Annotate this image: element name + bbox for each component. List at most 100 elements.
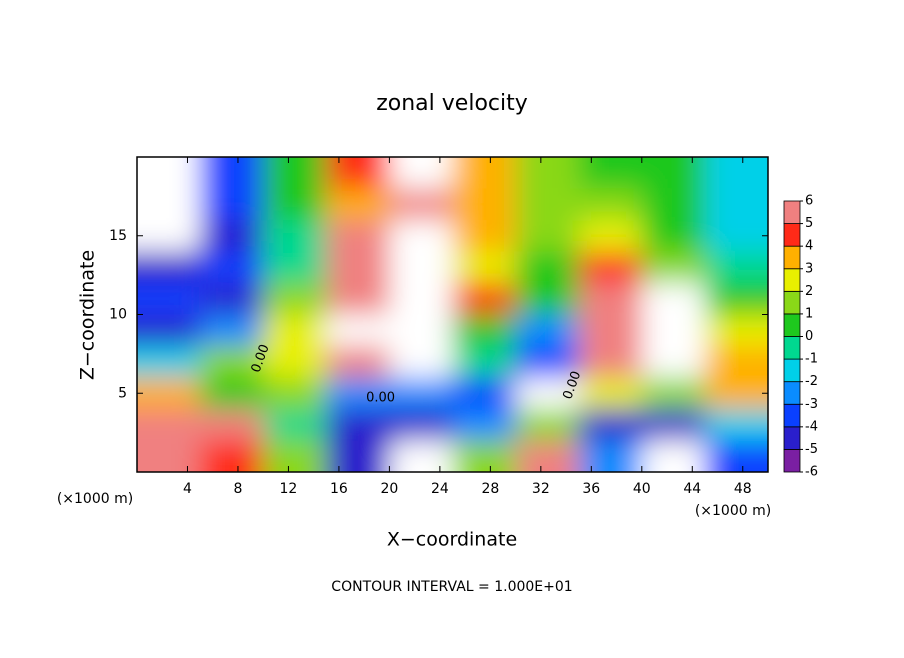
x-tick-label: 16 xyxy=(330,481,348,497)
x-tick-label: 44 xyxy=(683,481,701,497)
heatmap-cell xyxy=(263,251,327,283)
colorbar-swatch xyxy=(783,336,801,360)
heatmap-field xyxy=(137,157,768,472)
heatmap-cell xyxy=(263,314,327,346)
colorbar-tick-label: -5 xyxy=(805,442,818,457)
heatmap-cell xyxy=(515,377,579,409)
heatmap-cell xyxy=(137,283,201,315)
chart-title: zonal velocity xyxy=(376,91,528,116)
heatmap-cell xyxy=(704,314,768,346)
heatmap-cell xyxy=(704,440,768,472)
y-tick-label: 5 xyxy=(118,385,127,401)
heatmap-cell xyxy=(515,409,579,441)
x-unit-label: (×1000 m) xyxy=(57,491,133,507)
heatmap-cell xyxy=(452,157,516,189)
heatmap-cell xyxy=(641,346,705,378)
heatmap-cell xyxy=(263,220,327,252)
heatmap-cell xyxy=(263,283,327,315)
heatmap-cell xyxy=(578,346,642,378)
x-tick-label: 28 xyxy=(481,481,499,497)
colorbar-tick-label: 3 xyxy=(805,261,813,276)
heatmap-cell xyxy=(263,157,327,189)
heatmap-cell xyxy=(200,220,264,252)
x-tick-label: 48 xyxy=(734,481,752,497)
heatmap-cell xyxy=(263,409,327,441)
colorbar-tick-label: 1 xyxy=(805,306,813,321)
heatmap-cell xyxy=(200,377,264,409)
heatmap-cell xyxy=(704,220,768,252)
colorbar-tick-label: 0 xyxy=(805,329,813,344)
x-tick-label: 4 xyxy=(183,481,192,497)
heatmap-cell xyxy=(326,377,390,409)
heatmap-cell xyxy=(515,314,579,346)
heatmap-cell xyxy=(515,283,579,315)
heatmap-cell xyxy=(641,251,705,283)
heatmap-cell xyxy=(200,283,264,315)
heatmap-cell xyxy=(515,220,579,252)
heatmap-cell xyxy=(452,440,516,472)
colorbar-swatch xyxy=(783,290,801,315)
heatmap-cell xyxy=(137,409,201,441)
x-tick-label: 12 xyxy=(280,481,298,497)
heatmap-cell xyxy=(263,377,327,409)
x-tick-label: 32 xyxy=(532,481,550,497)
heatmap-cell xyxy=(704,346,768,378)
heatmap-cell xyxy=(326,314,390,346)
heatmap-cell xyxy=(452,188,516,220)
heatmap-cell xyxy=(641,314,705,346)
heatmap-cell xyxy=(515,157,579,189)
heatmap-cell xyxy=(389,409,453,441)
colorbar-swatch xyxy=(783,403,801,428)
x-axis-label: X−coordinate xyxy=(387,529,517,551)
colorbar-swatch xyxy=(783,426,801,450)
heatmap-cell xyxy=(641,188,705,220)
heatmap-cell xyxy=(137,251,201,283)
heatmap-cell xyxy=(641,283,705,315)
colorbar-swatch xyxy=(783,358,801,383)
heatmap-cell xyxy=(263,346,327,378)
heatmap-cell xyxy=(515,188,579,220)
heatmap-cell xyxy=(578,409,642,441)
heatmap-cell xyxy=(326,440,390,472)
heatmap-cell xyxy=(389,377,453,409)
colorbar-tick-label: -2 xyxy=(805,374,818,389)
heatmap-cell xyxy=(641,220,705,252)
heatmap-cell xyxy=(326,220,390,252)
heatmap-cell xyxy=(515,251,579,283)
heatmap-cell xyxy=(200,440,264,472)
colorbar-tick-label: -4 xyxy=(805,419,818,434)
heatmap-cell xyxy=(263,440,327,472)
heatmap-cell xyxy=(452,314,516,346)
heatmap-cell xyxy=(641,377,705,409)
heatmap-cell xyxy=(641,157,705,189)
colorbar-tick-label: -6 xyxy=(805,465,818,480)
heatmap-cell xyxy=(137,220,201,252)
colorbar-tick-label: 2 xyxy=(805,284,813,299)
heatmap-cell xyxy=(389,251,453,283)
heatmap-cell xyxy=(452,251,516,283)
heatmap-cell xyxy=(704,377,768,409)
heatmap-cell xyxy=(200,251,264,283)
heatmap-cell xyxy=(137,157,201,189)
heatmap-cell xyxy=(389,220,453,252)
heatmap-cell xyxy=(578,220,642,252)
y-tick-label: 10 xyxy=(109,307,127,323)
x-tick-label: 40 xyxy=(633,481,651,497)
heatmap-cell xyxy=(326,188,390,220)
heatmap-cell xyxy=(200,346,264,378)
heatmap-cell xyxy=(515,346,579,378)
y-tick-label: 15 xyxy=(109,228,127,244)
heatmap-cell xyxy=(389,314,453,346)
footnote: CONTOUR INTERVAL = 1.000E+01 xyxy=(331,579,572,595)
heatmap-cell xyxy=(515,440,579,472)
heatmap-cell xyxy=(200,409,264,441)
heatmap-cell xyxy=(389,157,453,189)
heatmap-cell xyxy=(452,346,516,378)
heatmap-cell xyxy=(389,283,453,315)
heatmap-cell xyxy=(200,188,264,220)
heatmap-cells xyxy=(137,157,768,472)
heatmap-cell xyxy=(389,440,453,472)
heatmap-cell xyxy=(578,377,642,409)
heatmap-cell xyxy=(641,409,705,441)
